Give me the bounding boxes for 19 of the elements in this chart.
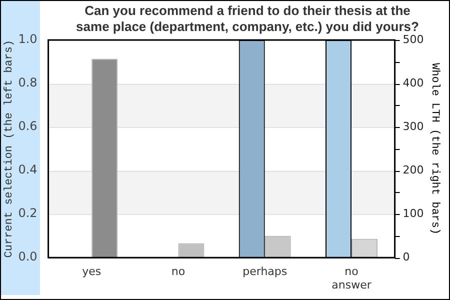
- chart-title: Can you recommend a friend to do their thesis at the same place (department, company, etc.) you did yours?: [75, 3, 420, 34]
- y2-axis-title: Whole LTH (the right bars): [428, 62, 440, 235]
- y2-tick-label: 200: [402, 163, 424, 176]
- y2-tick-label: 0: [402, 250, 410, 264]
- y-tick-label: 0.0: [18, 250, 38, 264]
- y-tick-label: 1.0: [18, 32, 38, 46]
- y-tick-label: 0.2: [18, 206, 38, 220]
- x-tick-label: no answer: [332, 265, 372, 292]
- y2-tick-label: 300: [402, 120, 424, 133]
- x-tick-label: no: [171, 265, 186, 278]
- y2-tick-label: 500: [402, 32, 424, 46]
- y2-tick-label: 100: [402, 206, 424, 220]
- x-tick-label: perhaps: [242, 265, 288, 278]
- y-axis-title: Current selection (the left bars): [4, 40, 16, 258]
- y2-tick-label: 400: [402, 76, 424, 90]
- y-tick-label: 0.6: [18, 119, 38, 134]
- x-tick-label: yes: [82, 265, 102, 278]
- y-tick-label: 0.4: [18, 162, 38, 177]
- y-tick-label: 0.8: [18, 76, 38, 90]
